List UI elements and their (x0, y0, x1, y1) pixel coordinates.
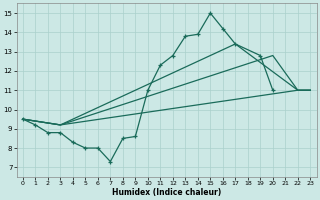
X-axis label: Humidex (Indice chaleur): Humidex (Indice chaleur) (112, 188, 221, 197)
